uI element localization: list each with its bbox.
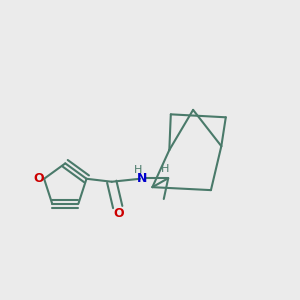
Text: H: H bbox=[134, 165, 142, 175]
Text: O: O bbox=[114, 207, 124, 220]
Text: O: O bbox=[33, 172, 44, 185]
Text: H: H bbox=[160, 164, 169, 174]
Text: N: N bbox=[137, 172, 148, 185]
